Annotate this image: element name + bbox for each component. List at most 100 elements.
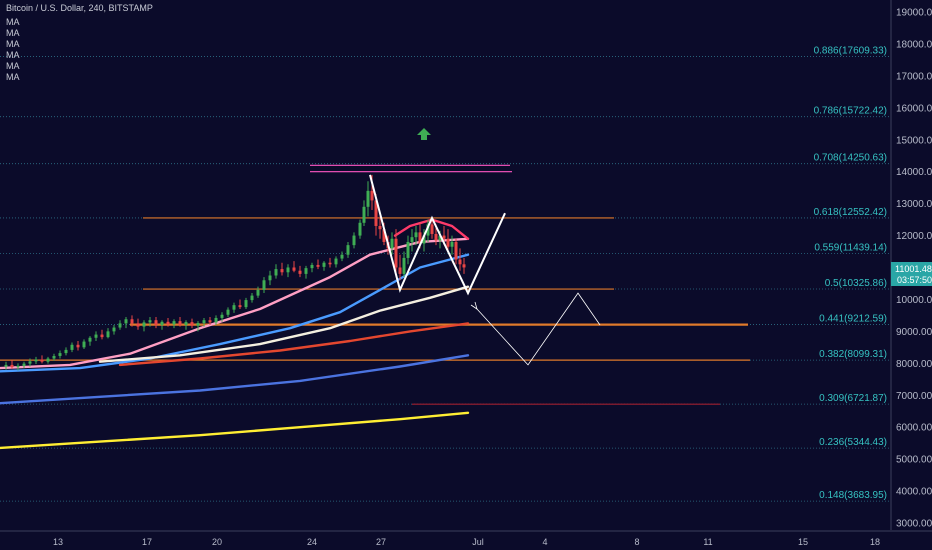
candle-32 <box>190 318 194 329</box>
candle-body <box>382 229 386 242</box>
candle-body <box>262 280 266 290</box>
indicator-ma-3[interactable]: MA <box>6 39 20 49</box>
candle-83 <box>450 235 454 255</box>
candle-15 <box>88 336 92 346</box>
moving-average-5 <box>118 322 470 367</box>
indicator-ma-4[interactable]: MA <box>6 50 20 60</box>
candle-33 <box>196 321 200 332</box>
candle-45 <box>268 270 272 286</box>
candle-body <box>148 320 152 323</box>
price-axis-ticks: 19000.00 18000.00 17000.00 16000.00 15000.00… <box>896 8 932 530</box>
candle-body <box>28 361 32 364</box>
time-tick-8: 8 <box>634 537 639 547</box>
candle-body <box>374 200 378 226</box>
candle-76 <box>422 229 426 252</box>
candle-43 <box>256 286 260 298</box>
candle-body <box>292 267 296 271</box>
candle-42 <box>250 293 254 303</box>
candle-31 <box>184 320 188 330</box>
candle-body <box>358 222 362 236</box>
candle-body <box>414 232 418 238</box>
indicator-ma-5[interactable]: MA <box>6 61 20 71</box>
candle-20 <box>118 320 122 330</box>
price-tick-12000: 12000.00 <box>896 231 932 242</box>
candle-82 <box>446 229 450 252</box>
candle-body <box>82 341 86 348</box>
candle-body <box>202 320 206 324</box>
candle-body <box>298 270 302 274</box>
candle-13 <box>76 340 80 351</box>
indicator-ma-1[interactable]: MA <box>6 17 20 27</box>
candle-body <box>250 295 254 301</box>
time-tick-13: 13 <box>53 537 63 547</box>
candle-body <box>166 321 170 325</box>
candle-22 <box>130 315 134 327</box>
candle-11 <box>64 347 68 356</box>
candle-body <box>142 322 146 327</box>
indicator-ma-6[interactable]: MA <box>6 72 20 82</box>
price-tick-13000: 13000.00 <box>896 199 932 210</box>
candle-34 <box>202 317 206 327</box>
time-axis-ticks: 13 17 20 24 27 Jul 4 8 11 15 18 <box>53 537 880 547</box>
candle-body <box>178 321 182 325</box>
candle-57 <box>340 251 344 262</box>
candle-49 <box>292 261 296 273</box>
fib-label-0.886: 0.886(17609.33) <box>814 45 887 56</box>
candle-5 <box>28 358 32 367</box>
price-tick-18000: 18000.00 <box>896 39 932 50</box>
candle-body <box>446 238 450 247</box>
candle-38 <box>226 307 230 318</box>
current-price-value: 11001.48 <box>895 264 932 274</box>
time-tick-27: 27 <box>376 537 386 547</box>
fib-label-0.236: 0.236(5344.43) <box>819 437 887 448</box>
candle-body <box>286 267 290 273</box>
candle-body <box>4 364 8 367</box>
price-tick-8000: 8000.00 <box>896 359 932 370</box>
candle-body <box>184 322 188 325</box>
candle-body <box>426 224 430 236</box>
candle-body <box>118 323 122 328</box>
price-tick-19000: 19000.00 <box>896 8 932 19</box>
candle-body <box>430 224 434 234</box>
candle-27 <box>160 320 164 330</box>
candle-body <box>94 334 98 338</box>
candle-body <box>316 264 320 267</box>
fib-label-0.148: 0.148(3683.95) <box>819 490 887 501</box>
fib-label-0.559: 0.559(11439.14) <box>814 242 887 253</box>
candle-8 <box>46 356 50 364</box>
candle-body <box>76 344 80 348</box>
candle-69 <box>394 229 398 278</box>
candle-86 <box>462 257 466 274</box>
current-price-countdown: 03:57:50 <box>897 275 932 285</box>
candle-body <box>394 238 398 268</box>
candle-body <box>88 337 92 342</box>
candle-41 <box>244 297 248 310</box>
symbol-title[interactable]: Bitcoin / U.S. Dollar, 240, BITSTAMP <box>6 3 153 13</box>
moving-average-7 <box>0 411 470 450</box>
candle-44 <box>262 277 266 294</box>
candle-46 <box>274 264 278 279</box>
candle-body <box>274 269 278 276</box>
candle-68 <box>390 232 394 255</box>
price-tick-15000: 15000.00 <box>896 135 932 146</box>
candle-52 <box>310 262 314 273</box>
future-path-arrowhead <box>470 301 478 310</box>
candle-body <box>106 331 110 338</box>
fib-label-0.708: 0.708(14250.63) <box>814 153 887 164</box>
time-tick-17: 17 <box>142 537 152 547</box>
indicator-ma-2[interactable]: MA <box>6 28 20 38</box>
candle-62 <box>366 181 370 217</box>
candle-body <box>268 275 272 281</box>
time-axis[interactable] <box>0 532 932 550</box>
candle-77 <box>426 219 430 242</box>
candle-body <box>64 349 68 354</box>
candle-body <box>154 320 158 325</box>
price-tick-7000: 7000.00 <box>896 391 932 402</box>
candle-body <box>378 225 382 230</box>
candle-72 <box>406 235 410 265</box>
candle-body <box>10 364 14 368</box>
fib-label-0.382: 0.382(8099.31) <box>819 349 887 360</box>
candle-body <box>438 235 442 241</box>
